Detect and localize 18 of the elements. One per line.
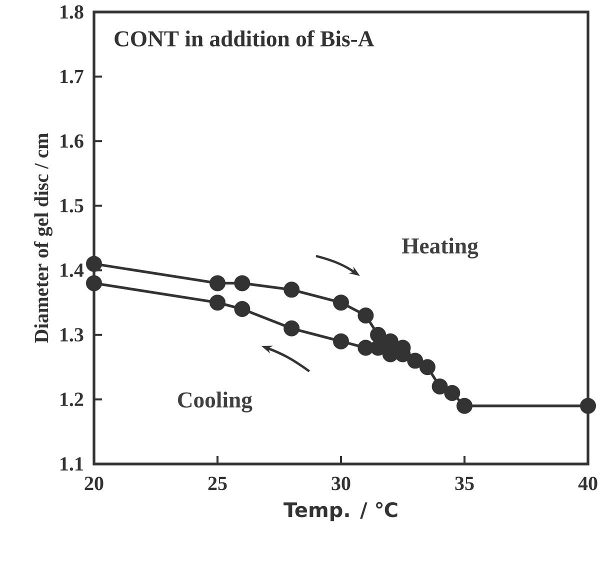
annotation: Heating <box>402 238 478 258</box>
y-axis-title: Diameter of gel disc / cm <box>34 133 52 343</box>
x-tick-label: 20 <box>84 476 104 490</box>
x-tick-label: 25 <box>208 476 227 490</box>
x-tick-label: 40 <box>578 476 598 490</box>
annotation: Cooling <box>178 392 252 412</box>
y-tick-label: 1.1 <box>60 457 83 471</box>
text: CONT in addition of Bis-A <box>114 30 374 46</box>
y-tick-label: 1.3 <box>60 328 84 342</box>
x-tick-label: 30 <box>332 476 350 490</box>
y-tick-label: 1.2 <box>60 392 84 406</box>
y-tick-label: 1.7 <box>60 70 84 84</box>
y-tick-label: 1.6 <box>60 134 84 148</box>
x-axis-title: Temp. / ℃ <box>284 502 398 522</box>
y-tick-label: 1.4 <box>60 264 84 278</box>
y-tick-label: 1.8 <box>60 5 84 19</box>
x-tick-label: 35 <box>455 476 474 490</box>
y-tick-label: 1.5 <box>60 198 84 212</box>
